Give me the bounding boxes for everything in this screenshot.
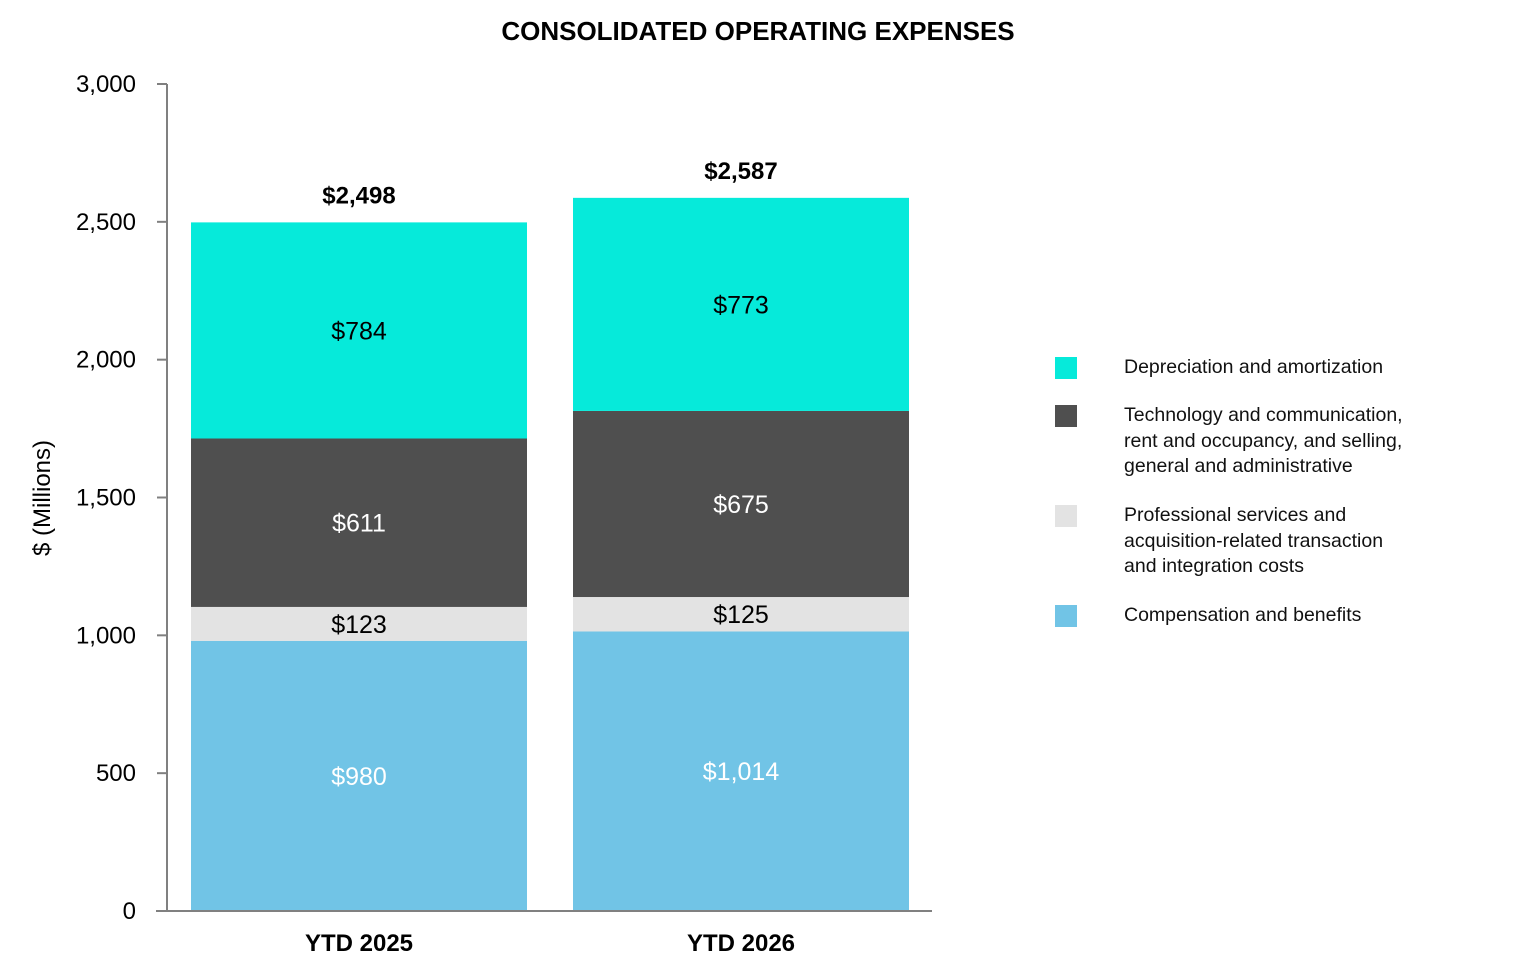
x-category-label: YTD 2026 — [687, 930, 795, 957]
bar-total-label: $2,587 — [704, 158, 777, 185]
bar-segment — [191, 222, 527, 439]
y-tick-label: 1,500 — [76, 485, 136, 512]
bar-segment — [573, 597, 909, 632]
legend-swatch — [1055, 505, 1077, 527]
legend-label: Technology and communication, rent and o… — [1124, 404, 1403, 477]
bar-segment-label: $1,014 — [703, 758, 780, 786]
bar-segment — [573, 410, 909, 598]
bar-segment-label: $980 — [331, 763, 387, 791]
legend-label: Compensation and benefits — [1124, 604, 1362, 626]
plot-area: 0 500 1,000 1,500 2,000 2,500 3,000 $980 $123 $61… — [76, 71, 932, 957]
legend-label: Professional services and acquisition-re… — [1124, 504, 1384, 577]
y-tick-label: 500 — [96, 760, 136, 787]
x-category-label: YTD 2025 — [305, 930, 413, 957]
bar-segment — [191, 606, 527, 641]
bar-segment — [191, 640, 527, 911]
y-tick-label: 2,500 — [76, 209, 136, 236]
bar-segment — [573, 631, 909, 911]
y-axis-label: $ (Millions) — [29, 440, 56, 556]
bar-segment — [573, 197, 909, 411]
y-tick-label: 3,000 — [76, 71, 136, 98]
legend-swatch — [1055, 605, 1077, 627]
legend-swatch — [1055, 405, 1077, 427]
bar-segment-label: $125 — [713, 601, 769, 629]
chart-title: CONSOLIDATED OPERATING EXPENSES — [501, 16, 1014, 46]
y-tick-label: 1,000 — [76, 622, 136, 649]
bar-segment-label: $773 — [713, 291, 769, 319]
bar-segment-label: $675 — [713, 491, 769, 519]
bar-segment-label: $123 — [331, 611, 387, 639]
y-tick-label: 0 — [123, 898, 136, 925]
bar-total-label: $2,498 — [322, 182, 395, 209]
bar-segment-label: $611 — [332, 510, 386, 538]
legend-swatch — [1055, 357, 1077, 379]
bar-segment-label: $784 — [331, 317, 387, 345]
y-tick-label: 2,000 — [76, 347, 136, 374]
legend-label: Depreciation and amortization — [1124, 356, 1384, 378]
bar-segment — [191, 438, 527, 607]
